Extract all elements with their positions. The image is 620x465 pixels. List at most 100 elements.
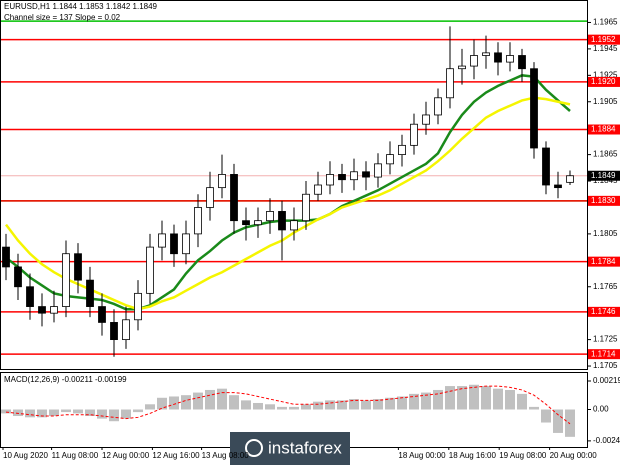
macd-bar bbox=[385, 397, 395, 410]
candle-body bbox=[446, 68, 454, 99]
macd-bar bbox=[433, 389, 443, 410]
candle-body bbox=[506, 55, 514, 63]
y-tick-label: 1.1765 bbox=[593, 282, 618, 291]
macd-bar bbox=[157, 397, 167, 410]
candle-body bbox=[122, 319, 130, 341]
level-tag bbox=[588, 349, 620, 360]
y-tick-label: 1.1705 bbox=[593, 361, 618, 370]
level-tag bbox=[588, 306, 620, 317]
level-label: 1.1784 bbox=[591, 257, 616, 266]
macd-bar bbox=[13, 409, 23, 417]
level-label: 1.1952 bbox=[591, 35, 616, 44]
macd-bar bbox=[445, 386, 455, 410]
macd-bar bbox=[349, 399, 359, 410]
level-label: 1.1830 bbox=[591, 196, 616, 205]
macd-bar bbox=[565, 409, 575, 437]
chart-subtitle: Channel size = 137 Slope = 0.02 bbox=[4, 13, 121, 22]
candle-body bbox=[14, 266, 22, 288]
candle-body bbox=[86, 279, 94, 307]
level-tag bbox=[588, 124, 620, 135]
candle-body bbox=[158, 233, 166, 248]
macd-bar bbox=[457, 386, 467, 410]
candle-body bbox=[362, 171, 370, 178]
macd-bar bbox=[121, 409, 131, 419]
x-tick-label: 20 Aug 00:00 bbox=[550, 451, 598, 460]
candle-body bbox=[266, 211, 274, 222]
macd-bar bbox=[181, 395, 191, 410]
macd-bar bbox=[73, 409, 83, 414]
candle-body bbox=[218, 174, 226, 189]
candle-body bbox=[494, 52, 502, 63]
candle-body bbox=[242, 220, 250, 226]
macd-bar bbox=[109, 409, 119, 422]
macd-bar bbox=[505, 389, 515, 410]
candle-body bbox=[302, 193, 310, 222]
macd-tick-label: 0.00 bbox=[593, 405, 609, 414]
y-tick-label: 1.1925 bbox=[593, 70, 618, 79]
candle-body bbox=[206, 187, 214, 208]
price-label: 1.1849 bbox=[591, 171, 616, 180]
level-label: 1.1714 bbox=[591, 349, 616, 358]
price-tag bbox=[588, 170, 620, 181]
plot bbox=[0, 20, 588, 437]
candle-body bbox=[182, 233, 190, 255]
macd-bar bbox=[541, 409, 551, 423]
candle-body bbox=[278, 211, 286, 231]
macd-bar bbox=[409, 393, 419, 410]
macd-bar bbox=[493, 388, 503, 410]
y-tick-label: 1.1805 bbox=[593, 229, 618, 238]
macd-bar bbox=[145, 404, 155, 410]
macd-bar bbox=[217, 388, 227, 410]
candle-body bbox=[62, 253, 70, 307]
candle-body bbox=[38, 306, 46, 314]
macd-bar bbox=[25, 409, 35, 418]
macd-bar bbox=[97, 409, 107, 419]
moving-average bbox=[5, 74, 571, 311]
candle-body bbox=[410, 123, 418, 146]
x-tick-label: 10 Aug 2020 bbox=[3, 451, 48, 460]
macd-bar bbox=[241, 400, 251, 410]
macd-bar bbox=[361, 400, 371, 410]
candle-body bbox=[386, 154, 394, 165]
candle-body bbox=[542, 147, 550, 186]
macd-bar bbox=[253, 402, 263, 410]
x-tick-label: 12 Aug 16:00 bbox=[152, 451, 200, 460]
y-tick-label: 1.1865 bbox=[593, 150, 618, 159]
candle-body bbox=[554, 184, 562, 189]
candle-body bbox=[254, 220, 262, 226]
macd-bar bbox=[37, 409, 47, 418]
level-label: 1.1884 bbox=[591, 125, 616, 134]
y-tick-label: 1.1905 bbox=[593, 97, 618, 106]
candle-body bbox=[194, 207, 202, 235]
x-tick-label: 18 Aug 00:00 bbox=[398, 451, 446, 460]
macd-bar bbox=[469, 384, 479, 410]
macd-bar bbox=[49, 409, 59, 417]
macd-bar bbox=[289, 406, 299, 410]
candle-body bbox=[338, 174, 346, 181]
macd-bar bbox=[61, 409, 71, 413]
candle-body bbox=[482, 52, 490, 56]
level-tag bbox=[588, 256, 620, 267]
macd-bar bbox=[1, 409, 11, 414]
macd-tick-label: 0.00219 bbox=[593, 376, 620, 385]
level-label: 1.1746 bbox=[591, 307, 616, 316]
macd-label: MACD(12,26,9) -0.00211 -0.00199 bbox=[4, 375, 127, 384]
macd-bar bbox=[85, 409, 95, 417]
level-tag bbox=[588, 195, 620, 206]
candle-body bbox=[170, 233, 178, 255]
macd-bar bbox=[169, 396, 179, 410]
candle-body bbox=[110, 322, 118, 341]
macd-bar bbox=[325, 400, 335, 410]
y-tick-label: 1.1965 bbox=[593, 18, 618, 27]
candle-body bbox=[350, 171, 358, 181]
macd-bar bbox=[229, 395, 239, 410]
y-tick-label: 1.1725 bbox=[593, 335, 618, 344]
candle-body bbox=[26, 286, 34, 307]
watermark-logo bbox=[245, 439, 263, 457]
level-tag bbox=[588, 34, 620, 45]
candle-body bbox=[2, 246, 10, 268]
candle-body bbox=[326, 174, 334, 186]
candle-body bbox=[458, 65, 466, 70]
